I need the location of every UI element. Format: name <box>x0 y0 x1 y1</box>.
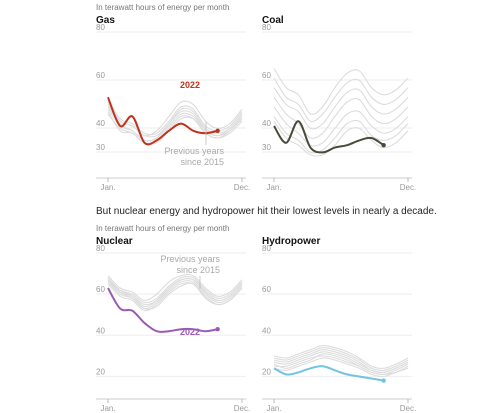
previous-year-line <box>273 106 409 147</box>
previous-year-line <box>273 68 409 115</box>
x-tick-label: Dec. <box>234 183 250 192</box>
previous-year-line <box>273 347 409 371</box>
x-tick-label: Jan. <box>266 183 281 192</box>
x-tick-label: Dec. <box>400 183 416 192</box>
previous-year-line <box>273 116 409 154</box>
y-tick-label: 80 <box>96 23 105 32</box>
chart-title-hydropower: Hydropower <box>262 236 321 247</box>
annotation-previous-years: since 2015 <box>180 157 224 167</box>
x-tick-label: Jan. <box>266 404 281 413</box>
chart-coal: 80 60 40 30 Jan. Dec. <box>262 23 416 192</box>
x-tick-label: Jan. <box>100 183 115 192</box>
y-tick-label: 40 <box>262 326 271 335</box>
current-year-end-point <box>215 128 220 133</box>
y-tick-label: 60 <box>96 285 105 294</box>
previous-year-line <box>107 273 243 301</box>
annotation-previous-years: since 2015 <box>176 265 220 275</box>
annotation-previous-years: Previous years <box>160 254 220 264</box>
previous-year-line <box>273 353 409 375</box>
annotation-previous-years: Previous years <box>164 146 224 156</box>
x-tick-label: Jan. <box>100 404 115 413</box>
y-tick-label: 80 <box>262 23 271 32</box>
previous-year-line <box>273 120 409 157</box>
previous-year-line <box>273 87 409 130</box>
y-tick-label: 60 <box>262 71 271 80</box>
y-tick-label: 20 <box>262 367 271 376</box>
unit-note-top: In terawatt hours of energy per month <box>96 3 230 12</box>
y-tick-label: 80 <box>96 244 105 253</box>
x-tick-label: Dec. <box>234 404 250 413</box>
previous-year-line <box>107 106 243 142</box>
current-year-end-point <box>381 143 386 148</box>
previous-year-line <box>107 100 243 137</box>
previous-year-line <box>107 281 243 310</box>
unit-note-bottom: In terawatt hours of energy per month <box>96 224 230 233</box>
current-year-line <box>107 96 218 146</box>
chart-title-coal: Coal <box>262 15 284 26</box>
y-tick-label: 40 <box>262 119 271 128</box>
series-label-2022: 2022 <box>180 327 200 337</box>
y-tick-label: 20 <box>96 367 105 376</box>
y-tick-label: 40 <box>96 119 105 128</box>
chart-nuclear: 80 60 40 20 Jan. Dec. 2022 Previous yearssince … <box>96 244 250 413</box>
chart-title-gas: Gas <box>96 15 115 26</box>
current-year-line <box>273 120 385 154</box>
previous-year-line <box>107 275 243 304</box>
y-tick-label: 80 <box>262 244 271 253</box>
previous-year-line <box>107 111 243 145</box>
previous-year-line <box>273 349 409 374</box>
chart-title-nuclear: Nuclear <box>96 236 133 247</box>
current-year-end-point <box>215 326 220 332</box>
previous-year-line <box>107 277 243 306</box>
y-tick-label: 30 <box>262 143 271 152</box>
y-tick-label: 40 <box>96 326 105 335</box>
previous-year-line <box>273 77 409 123</box>
chart-gas: 80 60 40 30 Jan. Dec. 2022 Previous yearssince … <box>96 23 250 192</box>
nuclear-hydro-sentence: But nuclear energy and hydropower hit th… <box>96 206 437 217</box>
previous-year-line <box>273 357 409 378</box>
y-tick-label: 60 <box>262 285 271 294</box>
y-tick-label: 60 <box>96 71 105 80</box>
x-tick-label: Dec. <box>400 404 416 413</box>
current-year-line <box>273 365 384 382</box>
previous-year-line <box>273 345 409 369</box>
y-tick-label: 30 <box>96 143 105 152</box>
chart-hydropower: 80 60 40 20 Jan. Dec. <box>262 244 416 413</box>
current-year-line <box>107 287 218 333</box>
series-label-2022: 2022 <box>180 80 200 90</box>
current-year-end-point <box>381 378 386 383</box>
